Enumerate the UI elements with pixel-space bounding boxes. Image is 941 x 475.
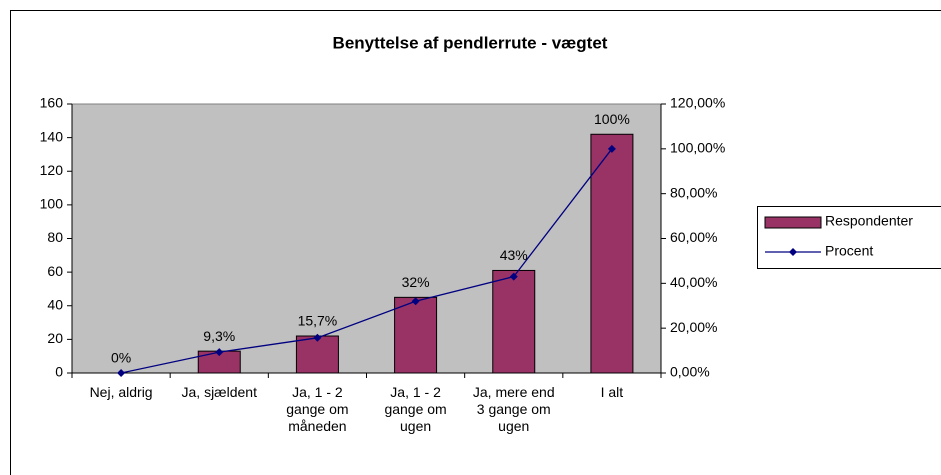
x-tick-label: Nej, aldrig: [89, 384, 153, 400]
y2-tick-label: 20,00%: [670, 319, 717, 335]
data-label: 15,7%: [298, 313, 338, 329]
y2-tick-label: 80,00%: [670, 184, 717, 200]
legend-swatch: [764, 216, 822, 229]
y-tick-label: 40: [47, 296, 63, 312]
y2-tick-label: 60,00%: [670, 229, 717, 245]
y-tick-label: 160: [40, 95, 64, 111]
line-marker: [313, 333, 322, 342]
x-tick-label: Ja, sjældent: [181, 384, 257, 400]
legend-marker: [789, 248, 797, 256]
y-tick-label: 120: [40, 162, 64, 178]
line-marker: [215, 348, 224, 357]
data-label: 0%: [111, 350, 131, 366]
line-marker: [411, 297, 420, 306]
y2-tick-label: 120,00%: [670, 95, 725, 111]
x-tick-label: Ja, mere end 3 gange om ugen: [472, 384, 555, 434]
line-marker: [607, 144, 616, 153]
bar: [394, 296, 438, 374]
bar: [492, 269, 536, 374]
y-tick-label: 100: [40, 196, 64, 212]
y-tick-label: 0: [55, 364, 63, 380]
x-tick-label: Ja, 1 - 2 gange om ugen: [384, 384, 447, 434]
x-tick-label: Ja, 1 - 2 gange om måneden: [286, 384, 349, 434]
y-tick-label: 80: [47, 229, 63, 245]
y2-tick-label: 100,00%: [670, 140, 725, 156]
data-label: 43%: [500, 247, 528, 263]
data-label: 9,3%: [203, 328, 235, 344]
y-tick-label: 140: [40, 128, 64, 144]
y2-tick-label: 0,00%: [670, 364, 710, 380]
line-marker: [117, 369, 126, 377]
data-label: 32%: [402, 274, 430, 290]
line: [120, 148, 613, 374]
legend-label: Respondenter: [825, 213, 913, 229]
y-tick-label: 60: [47, 263, 63, 279]
bar: [590, 133, 634, 374]
x-tick-label: I alt: [600, 384, 624, 400]
line-marker: [509, 272, 518, 281]
y2-tick-label: 40,00%: [670, 274, 717, 290]
data-label: 100%: [594, 111, 630, 127]
y-tick-label: 20: [47, 330, 63, 346]
plot-area: [71, 103, 662, 374]
legend-label: Procent: [825, 243, 873, 259]
chart-title: Benyttelse af pendlerrute - vægtet: [333, 33, 608, 52]
